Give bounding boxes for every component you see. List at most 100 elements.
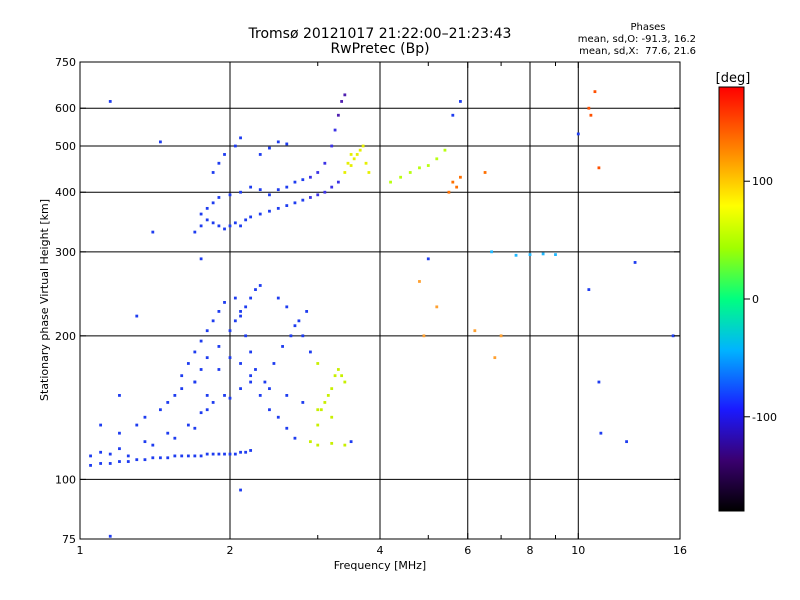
data-point (301, 334, 305, 338)
data-point (281, 345, 284, 348)
x-tick-label: 10 (571, 544, 585, 557)
x-tick-label: 2 (227, 544, 234, 557)
data-point (426, 257, 430, 261)
x-axis-label: Frequency [MHz] (334, 559, 426, 572)
data-point (199, 212, 203, 216)
data-point (293, 180, 297, 184)
data-point (276, 206, 280, 210)
data-point (349, 164, 353, 167)
data-point (323, 401, 327, 404)
data-point (435, 157, 439, 161)
data-point (316, 193, 320, 197)
data-point (316, 171, 320, 174)
data-point (173, 454, 177, 458)
data-point (343, 380, 347, 384)
data-point (293, 324, 297, 328)
data-point (108, 462, 112, 465)
data-point (173, 394, 177, 397)
y-tick-label: 500 (55, 140, 76, 153)
data-point (205, 452, 209, 456)
data-point (349, 153, 353, 156)
data-point (323, 161, 327, 165)
colorbar-tick-label: 100 (752, 175, 773, 188)
data-point (223, 153, 226, 156)
data-point (135, 423, 139, 427)
data-point (99, 450, 103, 454)
data-point (343, 443, 347, 447)
data-point (217, 345, 221, 348)
data-point (118, 394, 121, 397)
x-axis-ticks: 1 2 4 6 8 10 16 (77, 62, 687, 557)
data-point (319, 408, 323, 412)
data-point (336, 368, 340, 371)
data-point (293, 436, 297, 440)
data-point (239, 488, 242, 492)
phases-mean-o: mean, sd,O: -91.3, 16.2 (578, 34, 696, 45)
data-point (199, 454, 203, 458)
data-point (276, 188, 280, 192)
data-point (211, 401, 215, 404)
y-tick-label: 600 (55, 102, 76, 115)
data-point (352, 157, 356, 161)
data-point (193, 230, 197, 234)
data-point (285, 142, 289, 146)
data-point (228, 224, 232, 228)
y-tick-label: 200 (55, 330, 76, 343)
data-point (364, 161, 368, 165)
data-point (358, 148, 362, 152)
data-point (399, 175, 403, 179)
data-point (258, 153, 262, 156)
data-point (309, 440, 312, 444)
x-tick-label: 8 (527, 544, 534, 557)
data-point (597, 380, 601, 384)
data-point (587, 288, 591, 291)
x-tick-label: 1 (77, 544, 84, 557)
data-point (89, 463, 92, 467)
data-point (186, 423, 190, 427)
data-point (239, 224, 242, 228)
data-point (447, 190, 451, 194)
data-point (239, 136, 242, 140)
data-point (239, 190, 242, 194)
data-point (151, 230, 155, 234)
data-point (389, 180, 392, 184)
data-point (108, 100, 112, 103)
data-point (249, 185, 253, 189)
data-point (554, 253, 557, 256)
data-point (239, 362, 242, 365)
data-point (633, 261, 637, 264)
data-point (143, 458, 147, 462)
data-point (166, 431, 170, 435)
data-point (268, 193, 271, 197)
data-point (333, 374, 337, 378)
data-point (268, 209, 271, 213)
data-point (186, 362, 190, 365)
data-point (330, 387, 334, 391)
data-point (316, 423, 320, 427)
data-point (343, 93, 347, 97)
data-point (285, 185, 289, 189)
data-point (233, 296, 237, 300)
data-point (330, 415, 334, 419)
data-point (336, 113, 340, 117)
data-point (473, 329, 477, 333)
data-point (205, 394, 209, 397)
data-point (143, 440, 147, 444)
data-point (151, 443, 155, 447)
x-tick-label: 4 (377, 544, 384, 557)
data-point (340, 374, 344, 378)
data-point (293, 201, 297, 205)
data-point (159, 456, 162, 460)
data-point (199, 339, 203, 343)
data-point (233, 221, 237, 225)
data-point (309, 350, 312, 354)
data-point (211, 319, 215, 323)
data-point (108, 452, 112, 456)
data-point (597, 166, 601, 170)
data-point (285, 394, 289, 397)
data-point (228, 396, 232, 400)
data-point (625, 440, 628, 444)
data-point (193, 380, 197, 384)
data-point (205, 408, 209, 412)
data-point (268, 146, 271, 150)
